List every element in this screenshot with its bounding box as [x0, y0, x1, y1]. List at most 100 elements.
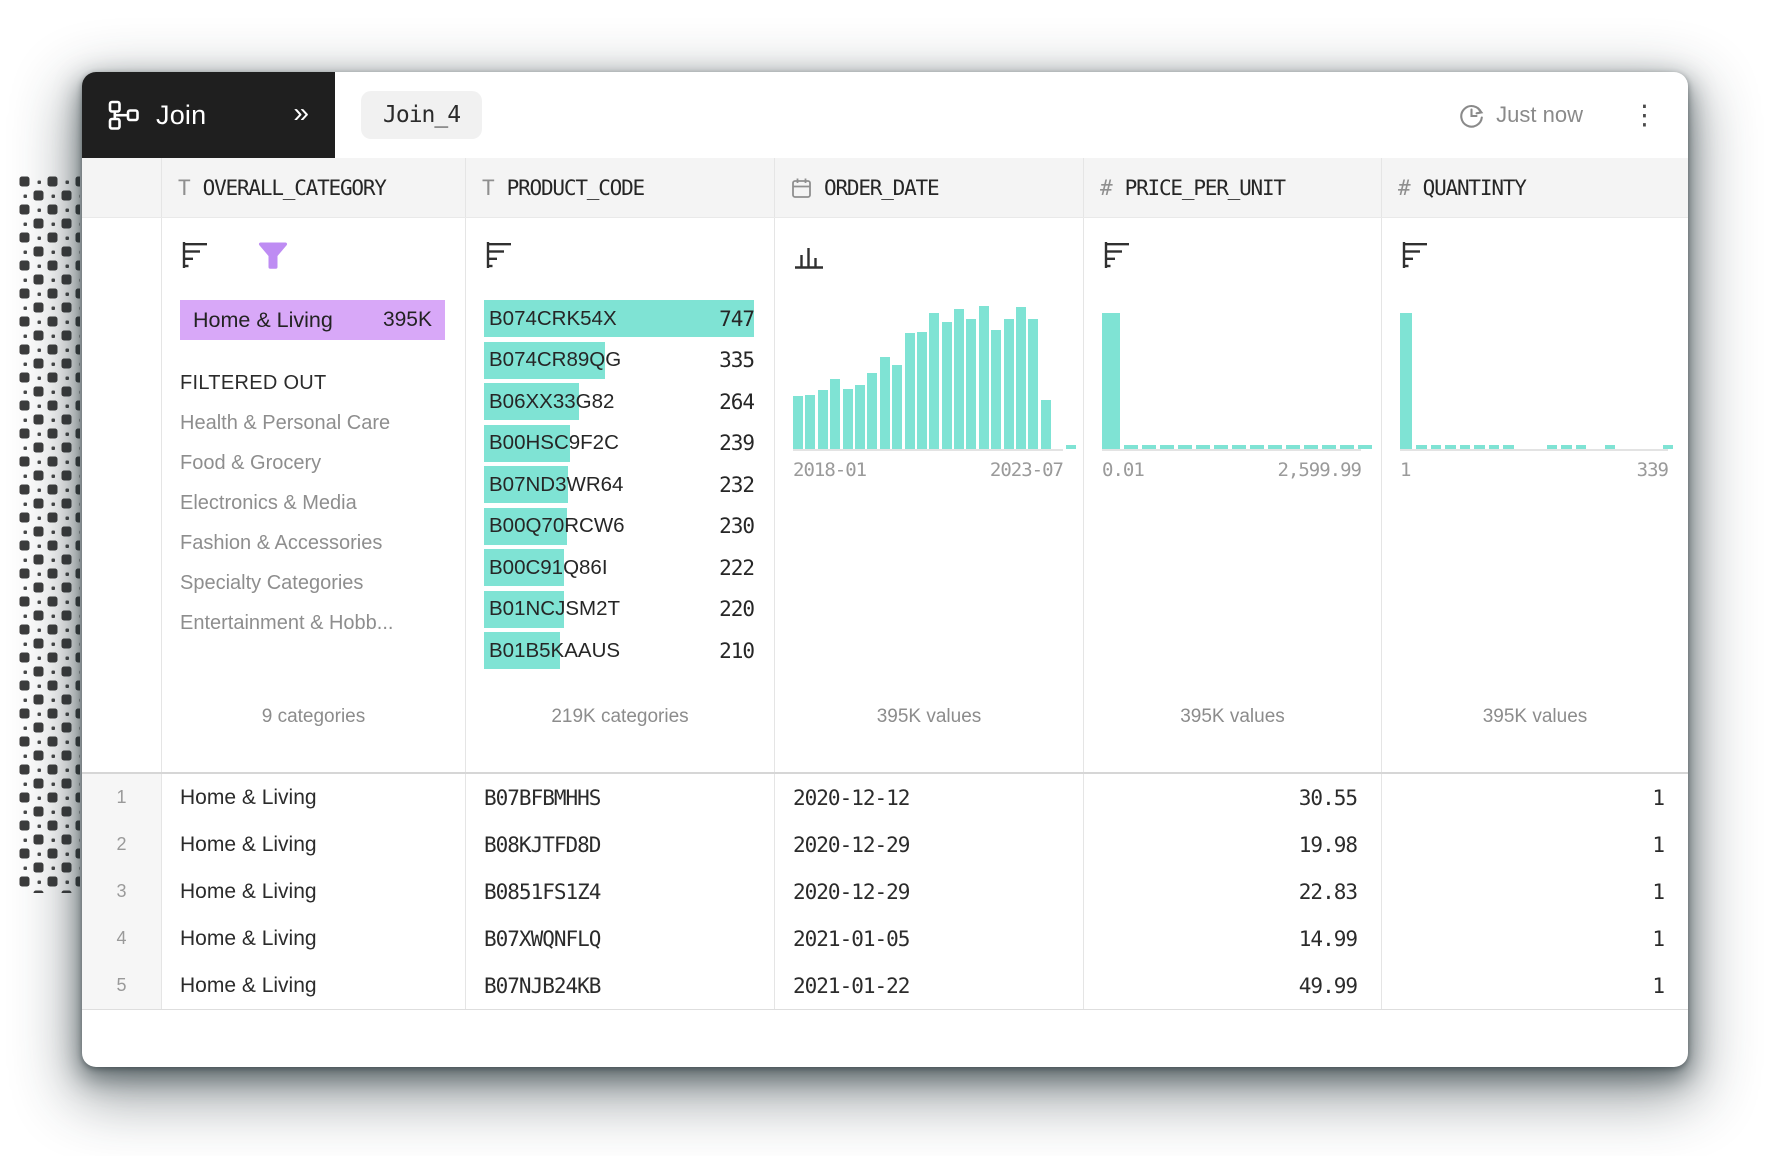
node-name-pill[interactable]: Join_4	[361, 91, 483, 139]
product-code-item[interactable]: B01B5KAAUS 210	[484, 630, 755, 672]
price-per-unit-histogram[interactable]	[1102, 306, 1372, 451]
histogram-bar[interactable]	[1142, 444, 1156, 449]
selected-category-bar[interactable]: Home & Living 395K	[180, 300, 445, 340]
refresh-timestamp[interactable]: Just now	[1458, 102, 1583, 129]
histogram-bar[interactable]	[1214, 444, 1228, 449]
histogram-bar[interactable]	[1232, 444, 1246, 449]
column-header-price-per-unit[interactable]: # PRICE_PER_UNIT	[1083, 158, 1381, 217]
quantinty-histogram[interactable]	[1400, 306, 1673, 451]
cell-order-date: 2020-12-12	[774, 774, 1083, 821]
histogram-bar[interactable]	[867, 373, 878, 449]
histogram-bar[interactable]	[966, 318, 977, 449]
histogram-bar[interactable]	[1124, 444, 1138, 449]
histogram-bar[interactable]	[929, 313, 940, 449]
histogram-bar[interactable]	[1322, 444, 1336, 449]
histogram-bar[interactable]	[1474, 444, 1485, 449]
histogram-bar[interactable]	[1016, 307, 1027, 449]
kebab-menu-button[interactable]: ⋮	[1631, 99, 1658, 130]
product-code-label: B00HSC9F2C	[489, 431, 619, 455]
histogram-bar[interactable]	[1304, 444, 1318, 449]
product-code-item[interactable]: B074CRK54X 747	[484, 298, 755, 340]
histogram-bar[interactable]	[1546, 444, 1557, 449]
product-code-item[interactable]: B06XX33G82 264	[484, 381, 755, 423]
sort-icon[interactable]	[1102, 240, 1132, 270]
order-date-histogram[interactable]	[793, 306, 1076, 451]
histogram-bar[interactable]	[793, 396, 803, 449]
expand-chevrons[interactable]: »	[293, 97, 309, 128]
product-code-item[interactable]: B01NCJSM2T 220	[484, 589, 755, 631]
histogram-bar[interactable]	[1250, 444, 1264, 449]
histogram-icon[interactable]	[793, 240, 825, 270]
product-code-count: 230	[719, 514, 755, 539]
histogram-bar[interactable]	[1662, 444, 1673, 449]
cell-order-date: 2020-12-29	[774, 868, 1083, 915]
filtered-category-item[interactable]: Health & Personal Care	[180, 412, 391, 434]
histogram-bar[interactable]	[892, 364, 903, 449]
sort-icon[interactable]	[1400, 240, 1430, 270]
histogram-bar[interactable]	[1268, 444, 1282, 449]
histogram-bar[interactable]	[916, 331, 927, 449]
product-code-item[interactable]: B00C91Q86I 222	[484, 547, 755, 589]
product-code-item[interactable]: B07ND3WR64 232	[484, 464, 755, 506]
product-code-item[interactable]: B00Q70RCW6 230	[484, 506, 755, 548]
number-type-icon: #	[1100, 175, 1113, 200]
count-bar	[484, 424, 571, 462]
node-type-label: Join	[156, 99, 207, 130]
histogram-bar[interactable]	[1416, 444, 1427, 449]
histogram-bar[interactable]	[1178, 444, 1192, 449]
histogram-bar[interactable]	[1160, 444, 1174, 449]
histogram-bar[interactable]	[842, 388, 853, 449]
cell-order-date: 2020-12-29	[774, 821, 1083, 868]
filtered-category-item[interactable]: Electronics & Media	[180, 492, 357, 514]
histogram-bar[interactable]	[1604, 444, 1615, 449]
cell-overall-category: Home & Living	[161, 774, 465, 821]
column-header-overall-category[interactable]: T OVERALL_CATEGORY	[161, 158, 465, 217]
histogram-bar[interactable]	[854, 384, 865, 449]
histogram-bar[interactable]	[879, 357, 890, 449]
histogram-bar[interactable]	[1445, 444, 1456, 449]
histogram-bar[interactable]	[1503, 444, 1514, 449]
histogram-bar[interactable]	[941, 321, 952, 449]
histogram-bar[interactable]	[978, 306, 989, 449]
histogram-bar[interactable]	[1400, 313, 1412, 449]
histogram-bar[interactable]	[1358, 444, 1372, 449]
histogram-bar[interactable]	[1102, 313, 1120, 449]
histogram-bar[interactable]	[805, 394, 816, 449]
histogram-bar[interactable]	[1575, 444, 1586, 449]
histogram-bar[interactable]	[1561, 444, 1572, 449]
product-code-item[interactable]: B074CR89QG 335	[484, 340, 755, 382]
profile-table-divider	[82, 772, 1688, 774]
filtered-category-item[interactable]: Fashion & Accessories	[180, 532, 383, 554]
histogram-bar[interactable]	[1488, 444, 1499, 449]
histogram-bar[interactable]	[1196, 444, 1210, 449]
node-type-chip[interactable]: Join »	[82, 72, 335, 158]
histogram-bar[interactable]	[1065, 444, 1076, 449]
histogram-bar[interactable]	[991, 330, 1002, 449]
histogram-bar[interactable]	[1340, 444, 1354, 449]
filtered-category-item[interactable]: Entertainment & Hobb...	[180, 612, 394, 634]
filter-funnel-icon[interactable]	[258, 240, 288, 270]
profile-price-per-unit: 0.01 2,599.99 395K values	[1083, 218, 1381, 772]
histogram-bar[interactable]	[1028, 318, 1039, 449]
histogram-bar[interactable]	[904, 333, 915, 449]
filtered-category-item[interactable]: Food & Grocery	[180, 452, 322, 474]
filtered-category-item[interactable]: Specialty Categories	[180, 572, 364, 594]
sample-rows-table: 1 Home & Living B07BFBMHHS 2020-12-12 30.55 1…	[82, 774, 1688, 1010]
histogram-bar[interactable]	[1040, 400, 1051, 449]
histogram-bar[interactable]	[954, 308, 965, 449]
histogram-bar[interactable]	[1286, 444, 1300, 449]
histogram-bar[interactable]	[830, 378, 841, 449]
product-code-count: 747	[719, 306, 755, 331]
column-header-order-date[interactable]: ORDER_DATE	[774, 158, 1083, 217]
product-code-item[interactable]: B00HSC9F2C 239	[484, 423, 755, 465]
histogram-bar[interactable]	[1430, 444, 1441, 449]
column-header-product-code[interactable]: T PRODUCT_CODE	[465, 158, 774, 217]
histogram-bar[interactable]	[817, 390, 828, 449]
column-header-quantinty[interactable]: # QUANTINTY	[1381, 158, 1688, 217]
sort-icon[interactable]	[484, 240, 514, 270]
profile-quantinty: 1 339 395K values	[1381, 218, 1688, 772]
sort-icon[interactable]	[180, 240, 210, 270]
histogram-bar[interactable]	[1459, 444, 1470, 449]
histogram-bar[interactable]	[1003, 318, 1014, 449]
product-code-count: 222	[719, 555, 755, 580]
